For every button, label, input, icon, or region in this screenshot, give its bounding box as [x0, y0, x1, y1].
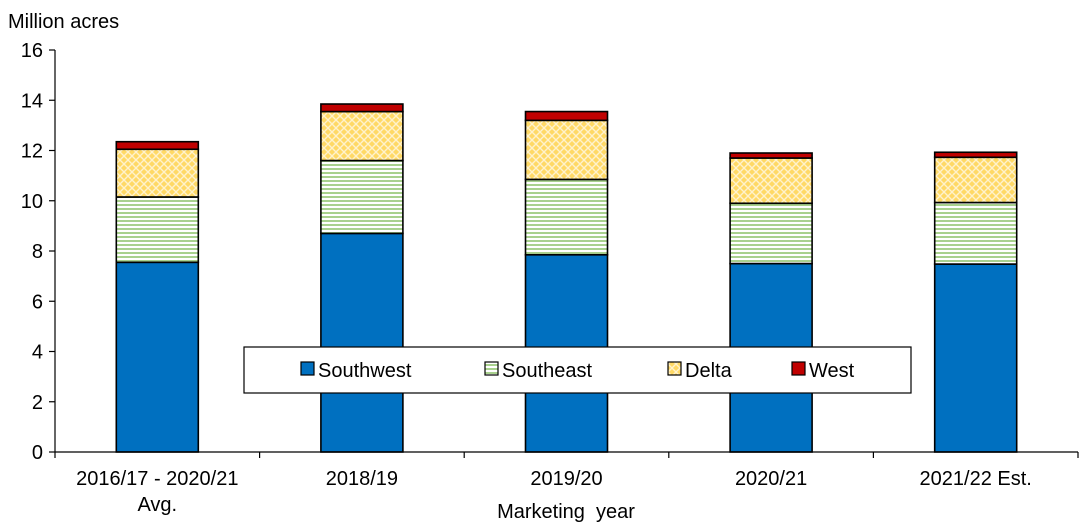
legend-item-southeast: Southeast — [484, 360, 593, 382]
y-tick-label: 8 — [32, 241, 43, 263]
bar-segment-delta — [115, 148, 200, 198]
legend-swatch — [667, 361, 682, 376]
bar-segment-southeast — [933, 201, 1018, 265]
legend-swatch — [791, 361, 806, 376]
x-tick-label: Avg. — [137, 494, 177, 516]
bar-segment-delta — [524, 119, 609, 181]
y-tick-label: 14 — [21, 90, 43, 112]
bar-segment-west — [933, 151, 1018, 159]
legend-label: Delta — [685, 360, 733, 382]
bar-segment-southwest — [933, 263, 1018, 453]
y-axis-ticks: 0 2 4 6 8 10 12 14 16 — [21, 40, 55, 464]
bar-segment-west — [729, 152, 813, 159]
legend-item-southwest: Southwest — [300, 360, 412, 382]
bar-segment-west — [115, 140, 200, 151]
y-tick-label: 16 — [21, 40, 43, 62]
bar-segment-southwest — [115, 261, 200, 453]
bar-segment-delta — [320, 110, 404, 162]
bar-segment-west — [320, 103, 404, 113]
legend-swatch — [300, 361, 315, 376]
y-tick-label: 10 — [21, 191, 43, 213]
legend-label: Southwest — [318, 360, 412, 382]
y-axis-title: Million acres — [8, 11, 119, 33]
y-tick-label: 0 — [32, 442, 43, 464]
bar-segment-delta — [729, 157, 813, 205]
y-tick-label: 12 — [21, 141, 43, 163]
bars — [115, 103, 1018, 453]
bar-segment-southeast — [320, 159, 404, 235]
legend-swatch — [484, 361, 499, 376]
bar-segment-southwest — [320, 232, 404, 453]
legend: Southwest Southeast Delta West — [243, 346, 912, 394]
x-tick-label: 2020/21 — [735, 468, 807, 490]
x-tick-label: 2018/19 — [326, 468, 398, 490]
legend-item-delta: Delta — [667, 360, 733, 382]
legend-label: Southeast — [502, 360, 593, 382]
bar-segment-southeast — [524, 178, 609, 256]
y-tick-label: 4 — [32, 342, 43, 364]
y-tick-label: 6 — [32, 291, 43, 313]
axes — [54, 50, 1079, 458]
bar-segment-delta — [933, 156, 1018, 204]
x-tick-label: 2021/22 Est. — [920, 468, 1032, 490]
x-tick-label: 2016/17 - 2020/21 — [76, 468, 238, 490]
y-tick-label: 2 — [32, 392, 43, 414]
x-axis-title: Marketing year — [497, 501, 635, 523]
x-axis-labels: 2016/17 - 2020/21 Avg. 2018/19 2019/20 2020/… — [76, 468, 1032, 516]
x-tick-label: 2019/20 — [530, 468, 602, 490]
bar-segment-west — [524, 110, 609, 122]
bar-segment-southeast — [729, 202, 813, 265]
legend-label: West — [809, 360, 855, 382]
legend-item-west: West — [791, 360, 855, 382]
bar-segment-southeast — [115, 196, 200, 264]
